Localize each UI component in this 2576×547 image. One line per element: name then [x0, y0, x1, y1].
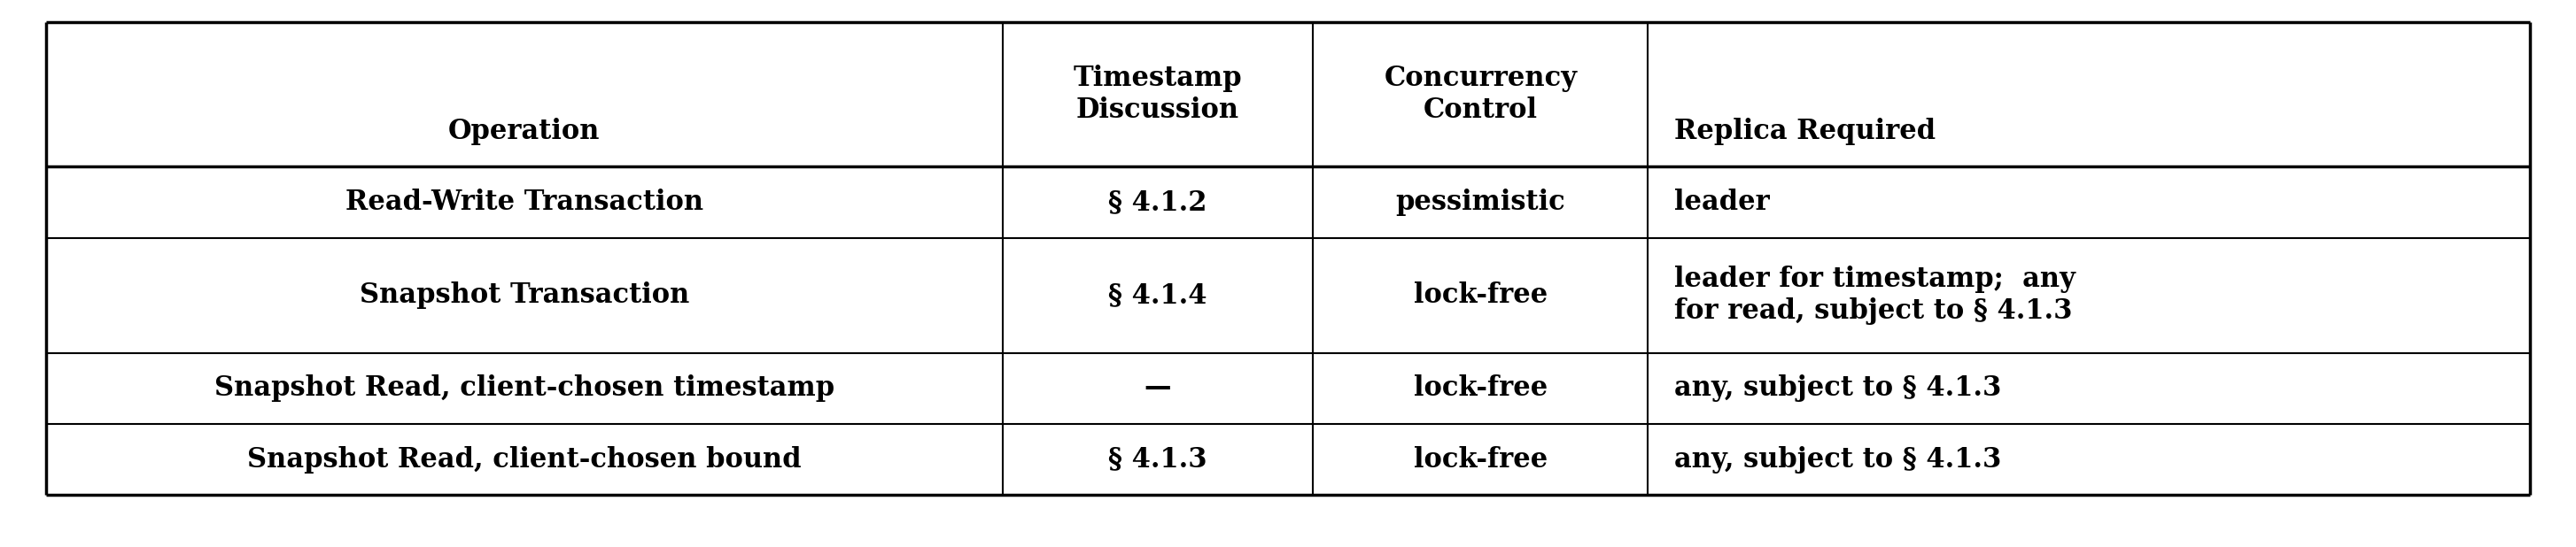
Text: § 4.1.4: § 4.1.4: [1108, 282, 1208, 309]
Text: Snapshot Read, client-chosen bound: Snapshot Read, client-chosen bound: [247, 446, 801, 473]
Text: Operation: Operation: [448, 118, 600, 145]
Text: lock-free: lock-free: [1414, 446, 1548, 473]
Text: Snapshot Read, client-chosen timestamp: Snapshot Read, client-chosen timestamp: [214, 375, 835, 402]
Text: § 4.1.2: § 4.1.2: [1108, 189, 1208, 216]
Text: leader for timestamp;  any
for read, subject to § 4.1.3: leader for timestamp; any for read, subj…: [1674, 266, 2076, 325]
Text: § 4.1.3: § 4.1.3: [1108, 446, 1208, 473]
Text: lock-free: lock-free: [1414, 282, 1548, 309]
Text: any, subject to § 4.1.3: any, subject to § 4.1.3: [1674, 446, 2002, 473]
Text: Timestamp
Discussion: Timestamp Discussion: [1074, 65, 1242, 124]
Text: —: —: [1144, 375, 1172, 402]
Text: pessimistic: pessimistic: [1396, 189, 1566, 216]
Text: lock-free: lock-free: [1414, 375, 1548, 402]
Text: Snapshot Transaction: Snapshot Transaction: [361, 282, 690, 309]
Text: Replica Required: Replica Required: [1674, 118, 1935, 145]
Text: Read-Write Transaction: Read-Write Transaction: [345, 189, 703, 216]
Text: leader: leader: [1674, 189, 1770, 216]
Text: Concurrency
Control: Concurrency Control: [1383, 65, 1577, 124]
Text: any, subject to § 4.1.3: any, subject to § 4.1.3: [1674, 375, 2002, 402]
